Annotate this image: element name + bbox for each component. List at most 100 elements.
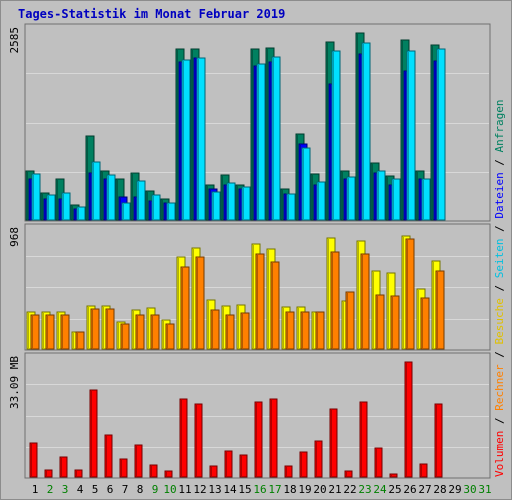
- bar-fill: [195, 256, 205, 350]
- bar-seiten-day-27: [421, 178, 431, 221]
- bar-fill: [345, 291, 355, 350]
- bar-volumen-day-21: [329, 408, 338, 478]
- x-axis-labels: 1 2 3 4 5 6 7 8 9 10 11 12 13 14 15 16 17 18 19 20 21 22 23 24 2…: [32, 483, 492, 496]
- bar-fill: [436, 48, 446, 221]
- legend-separator: /: [493, 278, 506, 298]
- bar-fill: [254, 401, 263, 478]
- bar-volumen-day-26: [404, 361, 413, 478]
- legend-item-volumen: Volumen: [493, 431, 506, 477]
- bar-seiten-day-1: [31, 173, 41, 221]
- bar-fill: [434, 403, 443, 478]
- bar-fill: [255, 253, 265, 350]
- x-tick-label-day-15: 15: [238, 483, 251, 496]
- bar-volumen-day-15: [239, 454, 248, 478]
- bar-fill: [210, 309, 220, 350]
- bar-rechner-day-3: [60, 314, 70, 350]
- bar-fill: [374, 447, 383, 478]
- bar-fill: [285, 311, 295, 350]
- legend-item-seiten: Seiten: [493, 239, 506, 279]
- bar-fill: [150, 314, 160, 350]
- x-tick-label-day-7: 7: [122, 483, 129, 496]
- bar-fill: [376, 170, 386, 221]
- bar-rechner-day-1: [30, 314, 40, 350]
- x-tick-label-day-28: 28: [433, 483, 446, 496]
- bar-volumen-day-11: [179, 398, 188, 478]
- bar-rechner-day-12: [195, 256, 205, 350]
- bar-seiten-day-25: [391, 178, 401, 221]
- bar-volumen-day-24: [374, 447, 383, 478]
- bar-volumen-day-23: [359, 401, 368, 478]
- legend-item-dateien: Dateien: [493, 172, 506, 218]
- bar-fill: [271, 56, 281, 221]
- bar-fill: [59, 456, 68, 478]
- bar-rechner-day-28: [435, 270, 445, 350]
- bar-rechner-day-6: [105, 308, 115, 350]
- x-tick-label-day-8: 8: [137, 483, 144, 496]
- bar-fill: [30, 314, 40, 350]
- bar-fill: [420, 297, 430, 350]
- bar-seiten-day-15: [241, 186, 251, 221]
- x-tick-label-day-16: 16: [253, 483, 266, 496]
- bar-seiten-day-21: [331, 50, 341, 221]
- bar-volumen-day-6: [104, 434, 113, 478]
- bar-fill: [179, 398, 188, 478]
- bar-rechner-day-27: [420, 297, 430, 350]
- bar-rechner-day-22: [345, 291, 355, 350]
- bar-fill: [44, 469, 53, 478]
- bar-fill: [31, 173, 41, 221]
- bar-fill: [239, 454, 248, 478]
- bar-rechner-day-24: [375, 294, 385, 350]
- bar-rechner-day-10: [165, 323, 175, 350]
- bar-fill: [406, 50, 416, 221]
- y-max-label: 33.09 MB: [8, 356, 21, 409]
- bar-fill: [375, 294, 385, 350]
- bar-fill: [344, 470, 353, 478]
- bar-rechner-day-26: [405, 238, 415, 350]
- bar-fill: [225, 314, 235, 350]
- series-legend: Volumen / Rechner / Besuche / Seiten / D…: [493, 99, 506, 477]
- bar-fill: [46, 194, 56, 221]
- bar-volumen-day-12: [194, 403, 203, 478]
- x-tick-label-day-1: 1: [32, 483, 39, 496]
- bar-seiten-day-23: [361, 42, 371, 221]
- bar-fill: [164, 470, 173, 478]
- bar-rechner-day-13: [210, 309, 220, 350]
- chart-panels: 2585 968 33.09 MB: [8, 23, 491, 479]
- bar-volumen-day-8: [134, 444, 143, 478]
- bar-fill: [391, 178, 401, 221]
- bar-seiten-day-19: [301, 147, 311, 221]
- bar-seiten-day-14: [226, 182, 236, 221]
- chart-title: Tages-Statistik im Monat Februar 2019: [18, 7, 286, 21]
- bar-rechner-day-17: [270, 261, 280, 350]
- bar-rechner-day-21: [330, 251, 340, 350]
- x-tick-label-day-2: 2: [47, 483, 54, 496]
- bar-volumen-day-28: [434, 403, 443, 478]
- legend-item-anfragen: Anfragen: [493, 99, 506, 152]
- bar-fill: [166, 202, 176, 221]
- x-tick-label-day-13: 13: [208, 483, 221, 496]
- bar-fill: [74, 469, 83, 478]
- bar-fill: [194, 403, 203, 478]
- bar-fill: [405, 238, 415, 350]
- bar-fill: [119, 458, 128, 478]
- bar-seiten-day-20: [316, 181, 326, 221]
- bar-fill: [89, 389, 98, 478]
- bar-fill: [270, 261, 280, 350]
- x-tick-label-day-11: 11: [178, 483, 191, 496]
- bar-seiten-day-16: [256, 63, 266, 221]
- x-tick-label-day-27: 27: [418, 483, 431, 496]
- bar-volumen-day-20: [314, 440, 323, 478]
- bar-seiten-day-17: [271, 56, 281, 221]
- bar-volumen-day-18: [284, 465, 293, 478]
- bar-fill: [180, 266, 190, 350]
- bar-fill: [106, 174, 116, 221]
- x-tick-label-day-19: 19: [298, 483, 311, 496]
- bar-rechner-day-8: [135, 314, 145, 350]
- bar-fill: [256, 63, 266, 221]
- legend-item-rechner: Rechner: [493, 364, 506, 411]
- bar-volumen-day-22: [344, 470, 353, 478]
- bar-volumen-day-2: [44, 469, 53, 478]
- bar-rechner-day-2: [45, 314, 55, 350]
- legend-separator: /: [493, 152, 506, 172]
- bar-fill: [331, 50, 341, 221]
